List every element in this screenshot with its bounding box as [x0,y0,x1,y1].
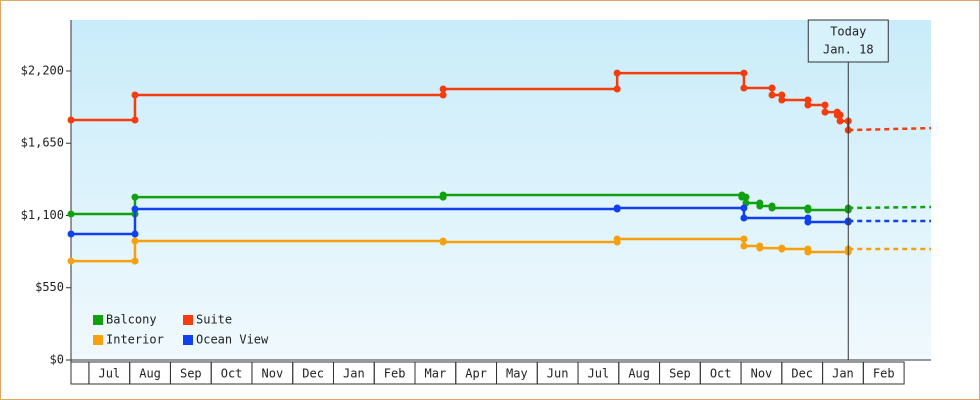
point [439,91,447,99]
x-tick-label: Sep [180,367,202,381]
x-tick-label: Jan [832,367,854,381]
projection-line [848,126,932,132]
x-tick-label: Dec [302,367,324,381]
point [836,111,844,119]
point [740,69,748,77]
today-label: Jan. 18 [823,43,874,57]
x-tick-label: Aug [139,367,161,381]
point [804,206,812,214]
x-tick-label: Jul [98,367,120,381]
point [778,245,786,253]
point [740,242,748,250]
x-tick-label: Sep [669,367,691,381]
point [131,91,139,99]
point [742,193,750,201]
point [804,96,812,104]
point [131,193,139,201]
point [756,202,764,210]
legend-swatch [183,315,193,325]
y-tick-label: $550 [35,280,64,294]
point [740,235,748,243]
point [821,101,829,109]
x-tick-label: Jul [588,367,610,381]
point [778,96,786,104]
point [439,85,447,93]
point [804,248,812,256]
plot-area [71,20,931,360]
x-tick-label: Nov [751,367,773,381]
point [439,191,447,199]
legend-label: Interior [106,333,164,347]
point [768,84,776,92]
point [740,214,748,222]
point [67,210,75,218]
point [804,218,812,226]
point [768,91,776,99]
today-label: Today [830,25,866,39]
point [67,257,75,265]
point [613,69,621,77]
point [131,205,139,213]
legend-label: Suite [196,313,232,327]
x-tick-label: Mar [425,367,447,381]
point [613,235,621,243]
x-tick-label: Oct [221,367,243,381]
point [131,116,139,124]
y-tick-label: $1,650 [21,136,64,150]
point [768,204,776,212]
point [804,101,812,109]
projection-line [848,205,932,210]
legend-label: Balcony [106,313,157,327]
x-tick-label: Feb [873,367,895,381]
x-tick-label: Jun [547,367,569,381]
x-tick-label: Nov [262,367,284,381]
y-tick-label: $2,200 [21,63,64,77]
x-tick-label: Jan [343,367,365,381]
legend-label: Ocean View [196,333,269,347]
point [67,230,75,238]
point [756,244,764,252]
x-tick-label: Apr [465,367,487,381]
legend-swatch [93,315,103,325]
point [613,204,621,212]
point [821,108,829,116]
legend-swatch [183,335,193,345]
point [67,116,75,124]
point [740,84,748,92]
x-tick-label: May [506,367,528,381]
x-tick-label: Aug [628,367,650,381]
y-tick-label: $0 [50,353,64,367]
point [740,204,748,212]
legend-swatch [93,335,103,345]
point [131,237,139,245]
point [439,238,447,246]
point [836,117,844,125]
point [131,257,139,265]
point [778,91,786,99]
x-tick-label: Dec [791,367,813,381]
point [131,230,139,238]
y-tick-label: $1,100 [21,208,64,222]
point [613,85,621,93]
x-tick-label: Feb [384,367,406,381]
x-tick [862,361,905,385]
today-box [807,19,889,63]
x-tick-label: Oct [710,367,732,381]
